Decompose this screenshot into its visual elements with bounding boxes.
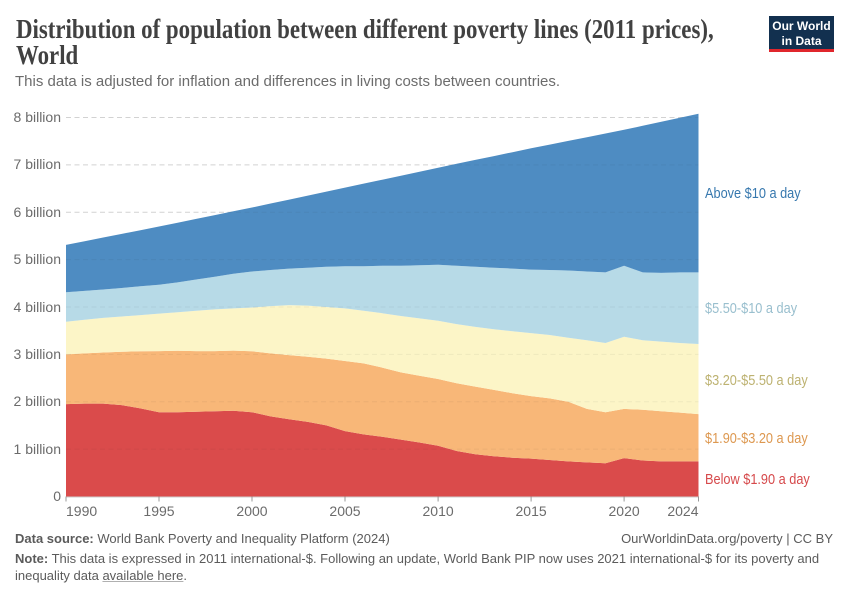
svg-text:$1.90-$3.20 a day: $1.90-$3.20 a day [705, 429, 808, 446]
svg-text:2020: 2020 [609, 503, 640, 519]
svg-text:$3.20-$5.50 a day: $3.20-$5.50 a day [705, 371, 808, 388]
svg-text:6 billion: 6 billion [14, 204, 61, 220]
svg-text:3 billion: 3 billion [14, 346, 61, 362]
svg-text:2 billion: 2 billion [14, 393, 61, 409]
svg-text:5 billion: 5 billion [14, 251, 61, 267]
svg-text:Above $10 a day: Above $10 a day [705, 184, 801, 201]
svg-text:8 billion: 8 billion [14, 109, 61, 125]
svg-text:2024: 2024 [667, 503, 698, 519]
svg-text:1990: 1990 [66, 503, 97, 519]
svg-text:2010: 2010 [423, 503, 454, 519]
svg-text:1995: 1995 [143, 503, 174, 519]
svg-text:$5.50-$10 a day: $5.50-$10 a day [705, 299, 797, 316]
svg-text:2000: 2000 [236, 503, 267, 519]
svg-text:7 billion: 7 billion [14, 156, 61, 172]
svg-text:2015: 2015 [516, 503, 547, 519]
svg-text:0: 0 [53, 488, 61, 504]
svg-text:2005: 2005 [329, 503, 360, 519]
svg-text:4 billion: 4 billion [14, 299, 61, 315]
svg-text:1 billion: 1 billion [14, 441, 61, 457]
svg-text:Below $1.90 a day: Below $1.90 a day [705, 470, 810, 487]
